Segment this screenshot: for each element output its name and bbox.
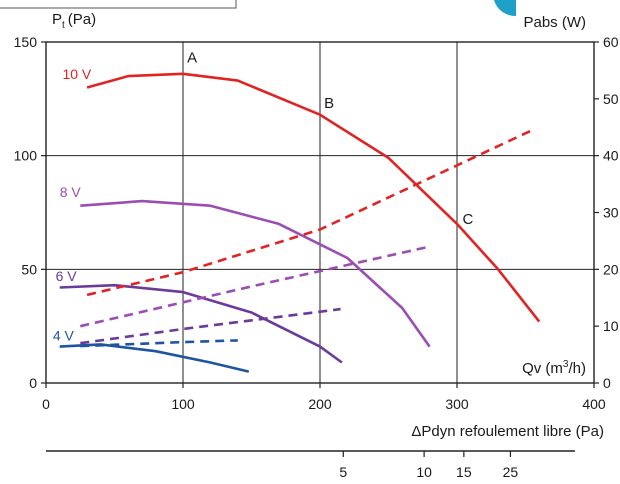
x-tick-label: 300 xyxy=(445,396,469,412)
voltage-label: 6 V xyxy=(56,268,78,284)
cropped-frame-fragment xyxy=(0,0,237,9)
pressure-curve-10v xyxy=(86,72,541,323)
right-tick-label: 20 xyxy=(603,261,619,277)
pressure-curve-4v xyxy=(59,343,250,373)
right-tick-label: 0 xyxy=(603,375,611,391)
left-tick-label: 150 xyxy=(14,34,38,50)
point-label-b: B xyxy=(324,95,334,112)
x-tick-label: 0 xyxy=(42,396,50,412)
power-curve-10v xyxy=(86,128,533,297)
voltage-label: 8 V xyxy=(60,184,82,200)
secondary-tick-label: 5 xyxy=(339,464,347,480)
x-tick-label: 100 xyxy=(171,396,195,412)
x-tick-label: 400 xyxy=(582,396,606,412)
secondary-axis: ΔPdyn refoulement libre (Pa) 5 10 15 25 xyxy=(46,423,604,480)
left-tick-label: 0 xyxy=(29,375,37,391)
pressure-curve-8v xyxy=(80,199,431,348)
point-label-a: A xyxy=(187,49,197,66)
right-axis-title: Pabs (W) xyxy=(523,14,586,31)
left-tick-label: 100 xyxy=(14,148,38,164)
gridlines xyxy=(46,42,594,383)
pressure-curve-6v xyxy=(59,283,343,364)
annotations: 10 V 8 V 6 V 4 V A B C Pt (Pa) Pabs (W) Qv (m3/h) xyxy=(52,11,586,377)
badge-fragment xyxy=(494,0,516,17)
series-layer xyxy=(59,72,541,373)
voltage-label: 4 V xyxy=(53,327,75,343)
left-tick-label: 50 xyxy=(21,261,37,277)
plot-box xyxy=(0,0,595,384)
right-tick-label: 30 xyxy=(603,205,619,221)
point-label-c: C xyxy=(462,211,473,228)
right-tick-label: 40 xyxy=(603,148,619,164)
secondary-tick-label: 15 xyxy=(456,464,472,480)
tick-labels: 0 50 100 150 0 10 20 30 40 50 60 0 100 200 300 400 xyxy=(14,34,619,412)
voltage-label: 10 V xyxy=(62,66,91,82)
secondary-tick-label: 25 xyxy=(503,464,519,480)
power-curve-4v xyxy=(80,339,238,348)
x-tick-label: 200 xyxy=(308,396,332,412)
right-tick-label: 60 xyxy=(603,34,619,50)
power-curve-6v xyxy=(80,307,341,345)
x-axis-title: Qv (m3/h) xyxy=(522,359,586,377)
secondary-tick-label: 10 xyxy=(416,464,432,480)
right-tick-label: 50 xyxy=(603,91,619,107)
left-axis-title: Pt (Pa) xyxy=(52,11,96,31)
secondary-axis-title: ΔPdyn refoulement libre (Pa) xyxy=(411,423,604,440)
right-tick-label: 10 xyxy=(603,318,619,334)
